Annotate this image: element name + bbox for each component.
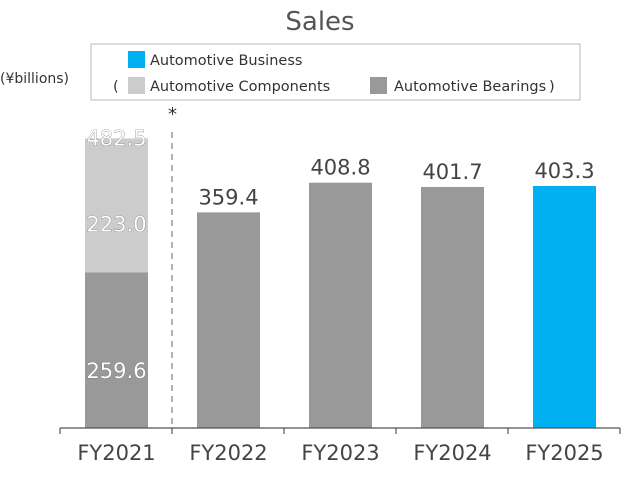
- total-label-fy2023: 408.8: [310, 156, 370, 180]
- bar-fy2024-automotive-bearings: [421, 186, 484, 428]
- bar-fy2023-automotive-bearings: [309, 182, 372, 428]
- x-axis: FY2021 FY2022 FY2023 FY2024 FY2025: [59, 427, 621, 465]
- legend-swatch-automotive-business: [128, 51, 145, 68]
- legend-label-automotive-business: Automotive Business: [150, 53, 302, 69]
- legend-swatch-automotive-bearings: [370, 77, 387, 94]
- legend-box: [90, 43, 581, 101]
- chart-title: Sales: [285, 7, 354, 37]
- legend-label-automotive-bearings: Automotive Bearings: [394, 79, 546, 95]
- total-label-fy2022: 359.4: [198, 185, 258, 209]
- category-label-fy2021: FY2021: [77, 441, 155, 465]
- category-label-fy2022: FY2022: [189, 441, 267, 465]
- bar-fy2022-automotive-bearings: [197, 212, 260, 428]
- total-label-fy2021: 482.5: [86, 126, 146, 150]
- category-label-fy2023: FY2023: [301, 441, 379, 465]
- unit-label: (¥billions): [0, 71, 69, 87]
- bar-fy2021-automotive-components: [85, 138, 148, 273]
- category-label-fy2024: FY2024: [413, 441, 491, 465]
- legend-paren-open: (: [113, 79, 119, 95]
- legend-paren-close: ): [549, 79, 555, 95]
- note-marker: *: [168, 104, 177, 125]
- segment-label-fy2021-components: 223.0: [86, 212, 146, 236]
- bar-fy2021-automotive-bearings: [85, 272, 148, 428]
- legend-label-automotive-components: Automotive Components: [150, 79, 330, 95]
- total-label-fy2024: 401.7: [422, 160, 482, 184]
- category-label-fy2025: FY2025: [525, 441, 603, 465]
- bar-fy2025-automotive-business: [533, 186, 596, 428]
- legend-swatch-automotive-components: [128, 77, 145, 94]
- total-label-fy2025: 403.3: [534, 159, 594, 183]
- segment-label-fy2021-bearings: 259.6: [86, 359, 146, 383]
